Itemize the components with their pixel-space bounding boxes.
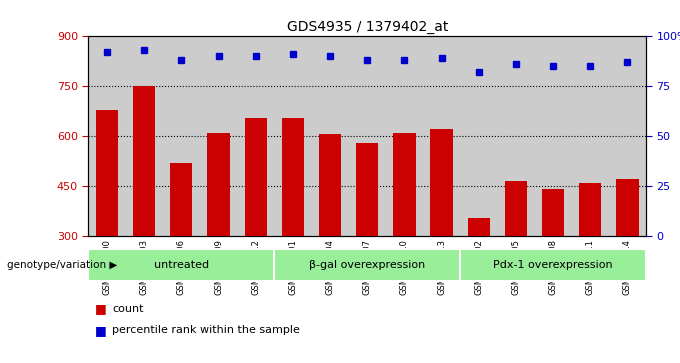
- Text: ■: ■: [95, 302, 107, 315]
- Title: GDS4935 / 1379402_at: GDS4935 / 1379402_at: [286, 20, 448, 34]
- Bar: [163, 36, 200, 236]
- Text: β-gal overexpression: β-gal overexpression: [309, 260, 425, 270]
- Bar: [579, 183, 601, 236]
- Bar: [274, 36, 311, 236]
- Bar: [170, 163, 192, 236]
- Bar: [609, 36, 646, 236]
- Bar: [505, 181, 527, 236]
- Bar: [133, 86, 155, 236]
- Bar: [430, 130, 453, 236]
- Bar: [542, 189, 564, 236]
- Bar: [572, 36, 609, 236]
- Bar: [319, 134, 341, 236]
- Bar: [497, 36, 534, 236]
- Text: untreated: untreated: [154, 260, 209, 270]
- Bar: [88, 249, 274, 281]
- Bar: [356, 143, 378, 236]
- Bar: [282, 118, 304, 236]
- Bar: [386, 36, 423, 236]
- Bar: [393, 133, 415, 236]
- Bar: [534, 36, 572, 236]
- Bar: [207, 133, 230, 236]
- Bar: [237, 36, 274, 236]
- Bar: [460, 249, 646, 281]
- Bar: [349, 36, 386, 236]
- Bar: [274, 249, 460, 281]
- Text: ■: ■: [95, 324, 107, 337]
- Text: count: count: [112, 303, 143, 314]
- Bar: [88, 36, 126, 236]
- Bar: [616, 179, 639, 236]
- Bar: [96, 110, 118, 236]
- Bar: [460, 36, 497, 236]
- Bar: [468, 218, 490, 236]
- Bar: [245, 118, 267, 236]
- Text: genotype/variation ▶: genotype/variation ▶: [7, 260, 117, 270]
- Text: percentile rank within the sample: percentile rank within the sample: [112, 325, 300, 335]
- Text: Pdx-1 overexpression: Pdx-1 overexpression: [493, 260, 613, 270]
- Bar: [311, 36, 349, 236]
- Bar: [423, 36, 460, 236]
- Bar: [126, 36, 163, 236]
- Bar: [200, 36, 237, 236]
